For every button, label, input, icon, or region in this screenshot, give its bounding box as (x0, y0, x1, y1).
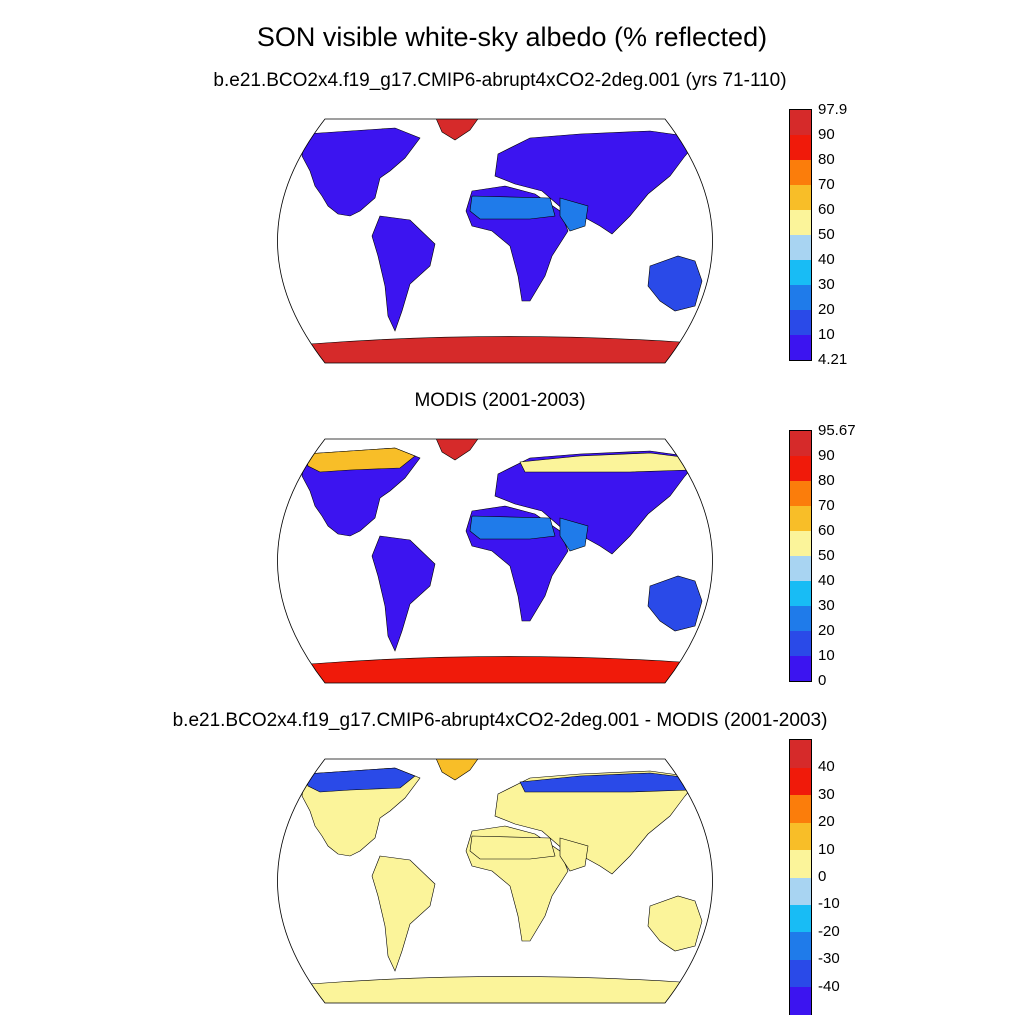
colorbar-segment (790, 631, 811, 656)
colorbar-model (789, 109, 812, 361)
colorbar-tick-label: 10 (818, 840, 835, 858)
region-arabia (559, 837, 589, 872)
region-eurasia (494, 770, 701, 875)
colorbar-tick-label: -40 (818, 977, 840, 995)
colorbar-tick-label: 4.21 (818, 351, 848, 368)
colorbar-segment (790, 310, 811, 335)
colorbar-segment (790, 904, 811, 933)
region-south-america (371, 535, 436, 652)
colorbar-tick-label: 20 (818, 301, 835, 318)
colorbar-tick-label: 60 (818, 201, 835, 218)
colorbar-segment (790, 506, 811, 531)
region-australia (647, 255, 703, 312)
colorbar-segment (790, 531, 811, 556)
colorbar-tick-label: 30 (818, 597, 835, 614)
region-south-america (371, 855, 436, 972)
region-australia (647, 895, 703, 952)
colorbar-tick-label: -30 (818, 950, 840, 968)
figure-title: SON visible white-sky albedo (% reflecte… (256, 22, 768, 52)
colorbar-tick-label: 30 (818, 785, 835, 803)
colorbar-segment (790, 822, 811, 851)
colorbar-tick-label: 80 (818, 472, 835, 489)
colorbar-segment (790, 581, 811, 606)
colorbar-segment (790, 767, 811, 796)
colorbar-segment (790, 794, 811, 823)
colorbar-segment (790, 740, 811, 768)
colorbar-tick-label: 90 (818, 447, 835, 464)
colorbar-segment (790, 160, 811, 185)
colorbar-segment (790, 235, 811, 260)
colorbar-tick-label: 10 (818, 326, 835, 343)
colorbar-tick-label: 40 (818, 758, 835, 776)
panel-difference-title: b.e21.BCO2x4.f19_g17.CMIP6-abrupt4xCO2-2… (172, 710, 828, 731)
map-boundary (277, 758, 713, 1004)
colorbar-segment (790, 260, 811, 285)
colorbar-tick-label: 50 (818, 226, 835, 243)
region-greenland (434, 759, 481, 781)
colorbar-tick-label: 40 (818, 251, 835, 268)
colorbar-modis (789, 430, 812, 682)
region-north-america (301, 127, 421, 217)
colorbar-segment (790, 931, 811, 960)
region-greenland (434, 119, 481, 141)
region-antarctica (309, 976, 681, 1003)
region-antarctica (309, 336, 681, 363)
colorbar-tick-label: 40 (818, 572, 835, 589)
colorbar-tick-label: 50 (818, 547, 835, 564)
region-australia (647, 575, 703, 632)
map-difference (277, 758, 713, 1004)
colorbar-tick-label: 20 (818, 813, 835, 831)
region-eurasia (494, 450, 701, 555)
map-boundary (277, 118, 713, 364)
colorbar-segment (790, 986, 811, 1015)
region-sahara (469, 195, 556, 220)
colorbar-segment (790, 110, 811, 135)
colorbar-tick-label: 0 (818, 672, 827, 689)
colorbar-tick-label: 80 (818, 151, 835, 168)
region-north-america-arctic (304, 767, 416, 793)
colorbar-segment (790, 335, 811, 360)
panel-model-title: b.e21.BCO2x4.f19_g17.CMIP6-abrupt4xCO2-2… (213, 70, 787, 91)
colorbar-difference (789, 739, 812, 1015)
colorbar-segment (790, 456, 811, 481)
colorbar-tick-label: 90 (818, 126, 835, 143)
region-greenland (434, 439, 481, 461)
region-sahara (469, 515, 556, 540)
colorbar-segment (790, 285, 811, 310)
colorbar-segment (790, 877, 811, 905)
colorbar-tick-label: 20 (818, 622, 835, 639)
colorbar-tick-label: 70 (818, 176, 835, 193)
colorbar-segment (790, 135, 811, 160)
colorbar-segment (790, 431, 811, 456)
colorbar-segment (790, 959, 811, 988)
colorbar-tick-label: 0 (818, 868, 827, 885)
region-arabia (559, 517, 589, 552)
colorbar-segment (790, 210, 811, 235)
colorbar-segment (790, 185, 811, 210)
map-boundary (277, 438, 713, 684)
colorbar-segment (790, 606, 811, 631)
colorbar-tick-label: 60 (818, 522, 835, 539)
panel-modis-title: MODIS (2001-2003) (414, 390, 586, 411)
colorbar-tick-label: 10 (818, 647, 835, 664)
region-sahara (469, 835, 556, 860)
region-arabia (559, 197, 589, 232)
map-model (277, 118, 713, 364)
colorbar-tick-label: -10 (818, 895, 840, 913)
colorbar-segment (790, 556, 811, 581)
colorbar-segment (790, 656, 811, 681)
colorbar-tick-label: -20 (818, 922, 840, 940)
colorbar-tick-label: 97.9 (818, 101, 848, 118)
colorbar-tick-label: 95.67 (818, 422, 856, 439)
region-north-america-arctic (304, 447, 416, 473)
map-modis (277, 438, 713, 684)
colorbar-tick-label: 30 (818, 276, 835, 293)
colorbar-segment (790, 849, 811, 878)
colorbar-segment (790, 481, 811, 506)
colorbar-tick-label: 70 (818, 497, 835, 514)
region-eurasia (494, 130, 701, 235)
region-antarctica (309, 656, 681, 683)
region-south-america (371, 215, 436, 332)
